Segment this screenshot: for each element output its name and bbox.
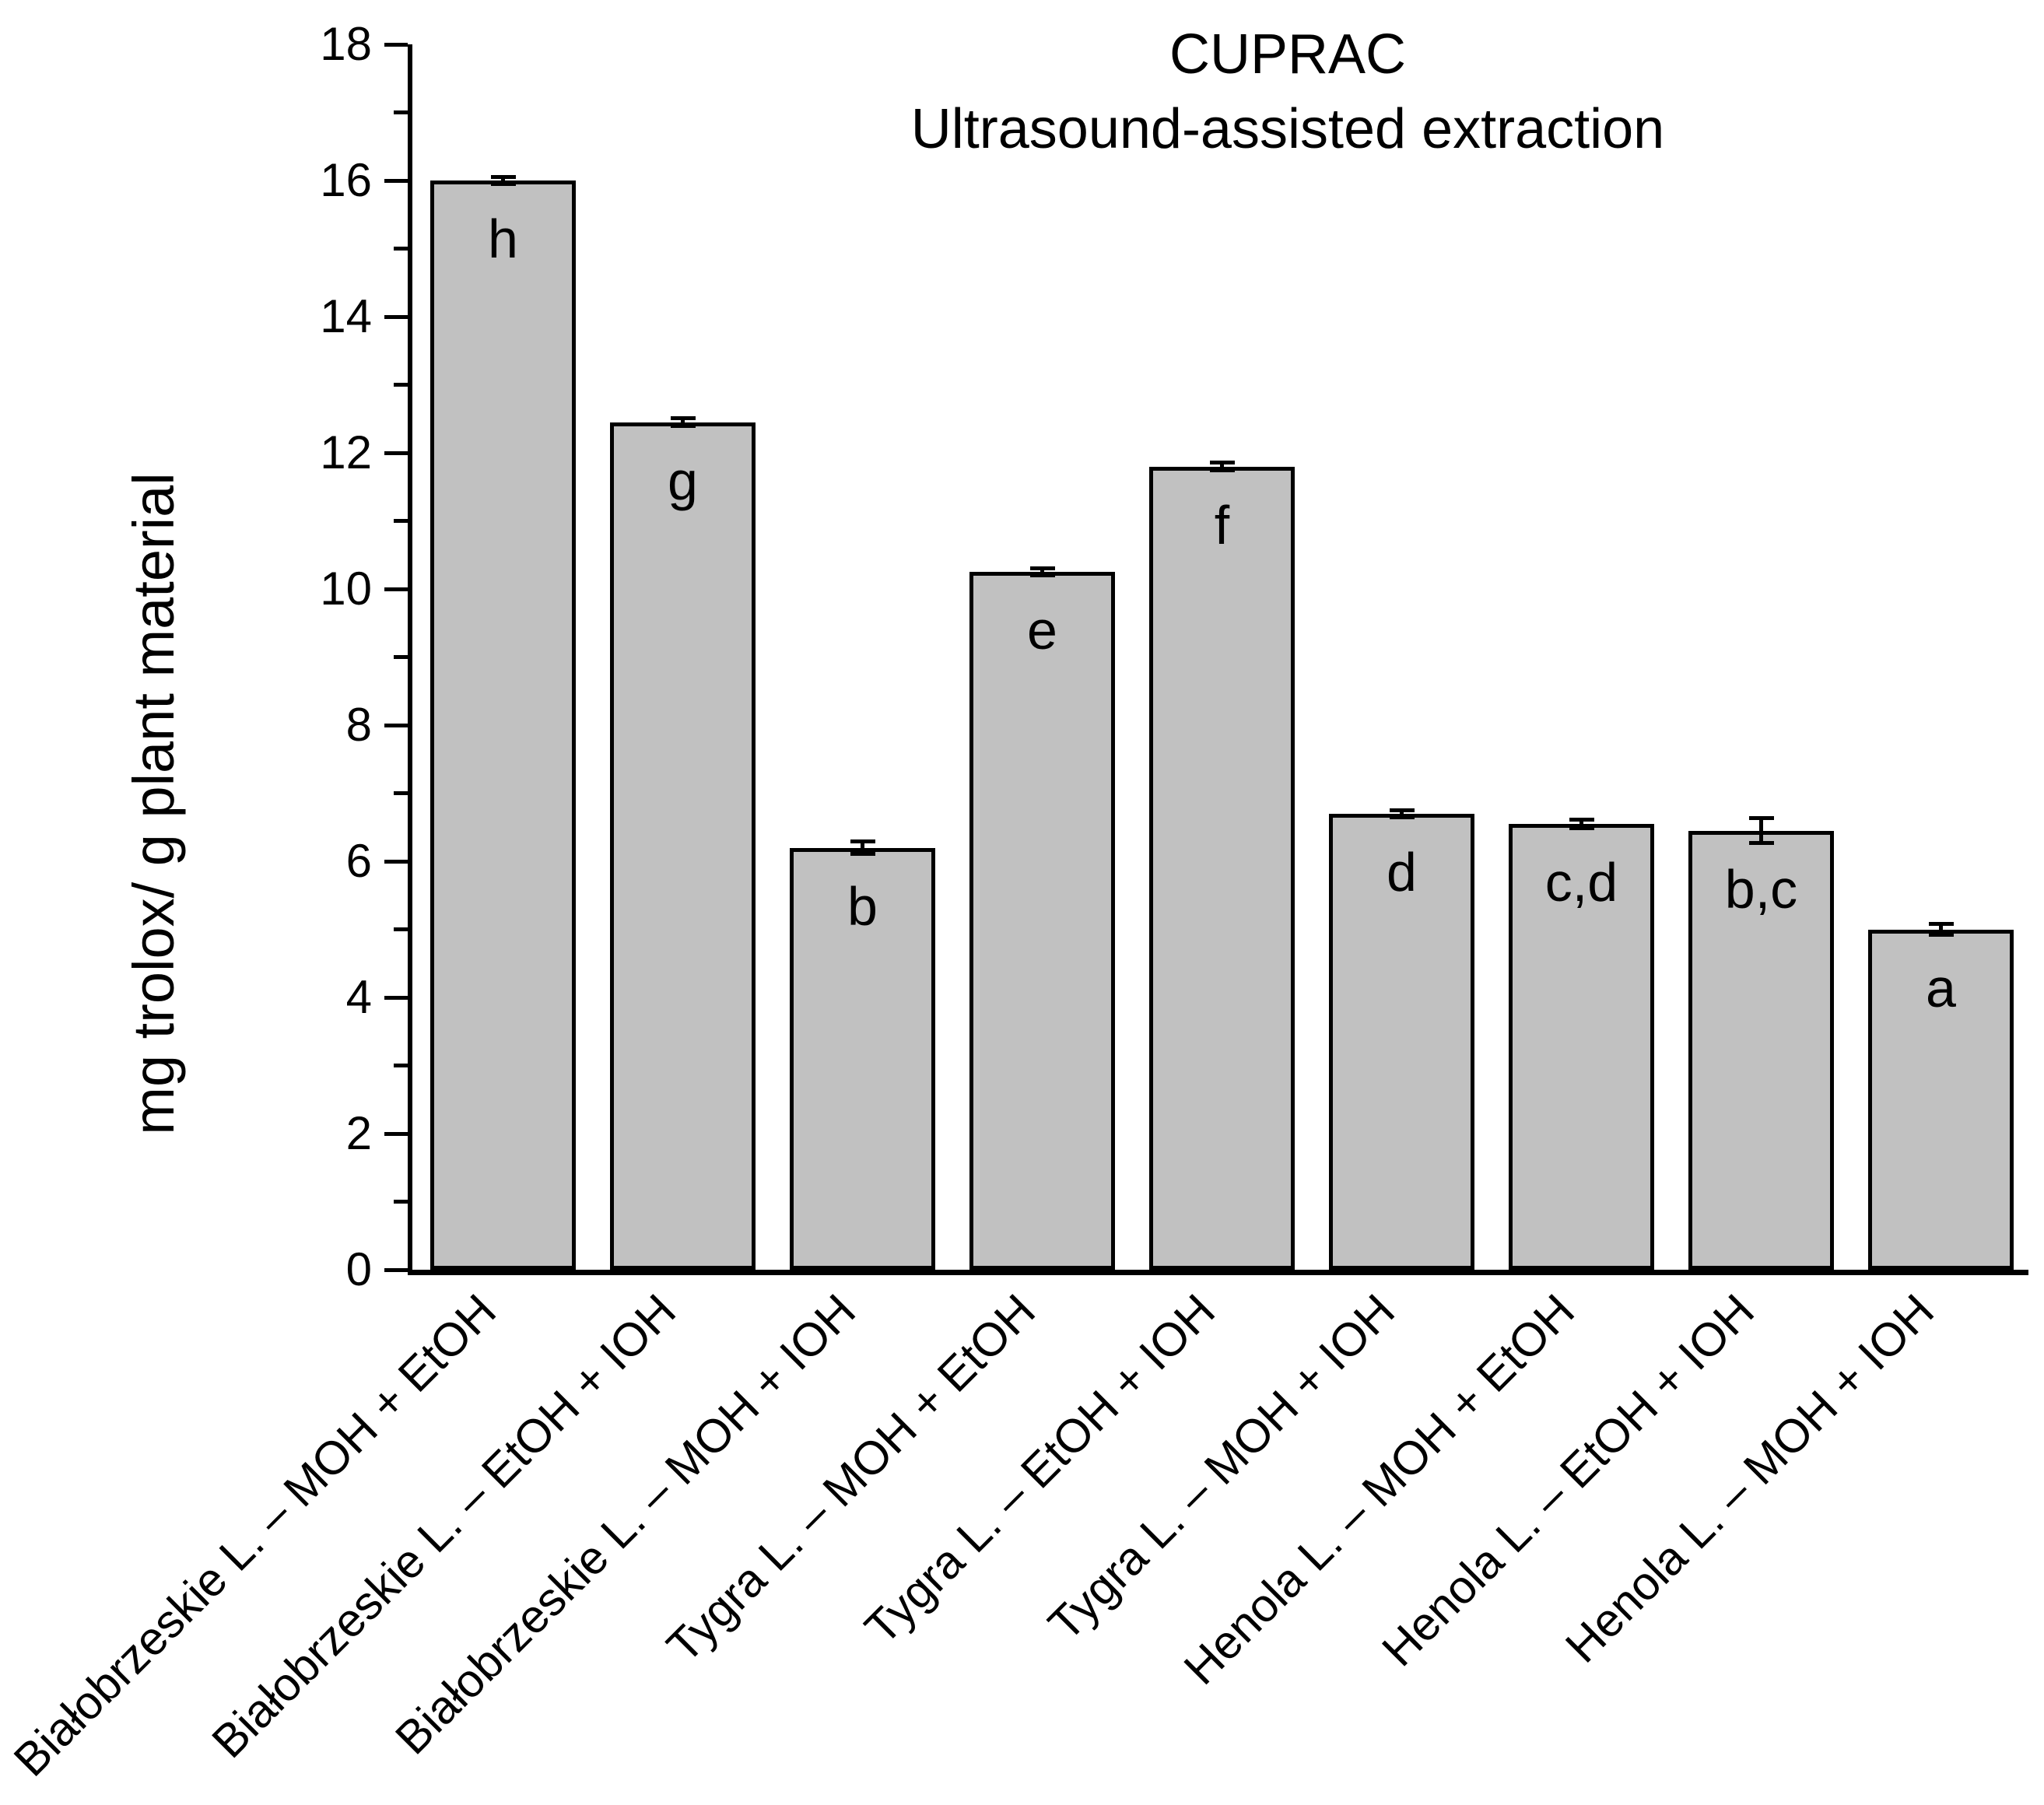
significance-letter: e	[1027, 600, 1057, 661]
y-tick-label: 12	[320, 426, 372, 478]
y-tick-minor	[394, 247, 408, 251]
significance-letter: a	[1926, 957, 1956, 1018]
error-bar-cap-top	[670, 415, 696, 420]
bar	[1509, 823, 1654, 1270]
error-bar-cap-bottom	[1928, 933, 1954, 937]
error-bar-stem	[681, 418, 685, 426]
y-tick-major	[384, 42, 408, 47]
y-tick-major	[384, 859, 408, 864]
significance-letter: g	[668, 450, 698, 511]
y-tick-label: 8	[345, 699, 372, 751]
y-tick-minor	[394, 1200, 408, 1204]
y-tick-label: 2	[345, 1107, 372, 1159]
y-tick-major	[384, 1267, 408, 1272]
y-tick-label: 10	[320, 563, 372, 615]
y-axis-line	[408, 44, 412, 1275]
error-bar-stem	[1220, 462, 1224, 471]
error-bar-cap-top	[850, 839, 875, 844]
chart-title: CUPRAC Ultrasound-assisted extraction	[510, 17, 2044, 166]
error-bar-cap-bottom	[850, 851, 875, 856]
y-tick-minor	[394, 110, 408, 114]
error-bar-cap-bottom	[1569, 825, 1594, 830]
y-tick-label: 6	[345, 835, 372, 887]
chart-title-line-2: Ultrasound-assisted extraction	[910, 98, 1665, 160]
error-bar-cap-bottom	[490, 181, 516, 186]
chart-title-line-1: CUPRAC	[1169, 23, 1407, 86]
bar	[1149, 466, 1295, 1270]
error-bar-cap-bottom	[1748, 840, 1774, 845]
error-bar-cap-bottom	[1029, 573, 1055, 577]
error-bar-stem	[1939, 924, 1943, 935]
y-tick-major	[384, 723, 408, 727]
y-tick-minor	[394, 383, 408, 387]
significance-letter: c,d	[1544, 851, 1618, 913]
significance-letter: h	[488, 209, 518, 269]
error-bar-stem	[1579, 819, 1583, 829]
error-bar-cap-top	[1209, 460, 1235, 464]
bar	[1329, 813, 1474, 1270]
error-bar-stem	[861, 841, 864, 854]
error-bar-cap-bottom	[1389, 815, 1415, 819]
bar	[430, 180, 576, 1270]
bar	[1868, 929, 2014, 1270]
error-bar-stem	[1040, 568, 1044, 576]
y-tick-label: 0	[345, 1243, 372, 1295]
y-tick-minor	[394, 1064, 408, 1067]
error-bar-cap-top	[1029, 566, 1055, 571]
bar	[610, 422, 756, 1270]
y-tick-minor	[394, 519, 408, 523]
y-tick-minor	[394, 791, 408, 795]
y-tick-label: 16	[320, 154, 372, 206]
error-bar-cap-top	[1569, 818, 1594, 822]
y-tick-major	[384, 314, 408, 319]
y-tick-minor	[394, 927, 408, 931]
y-tick-major	[384, 178, 408, 183]
error-bar-cap-bottom	[1209, 468, 1235, 473]
significance-letter: f	[1214, 494, 1230, 556]
error-bar-cap-top	[1389, 808, 1415, 812]
error-bar-stem	[501, 177, 505, 184]
error-bar-cap-top	[1928, 922, 1954, 926]
y-tick-minor	[394, 655, 408, 659]
y-tick-major	[384, 1131, 408, 1136]
bar	[1688, 830, 1834, 1270]
y-tick-major	[384, 995, 408, 1000]
error-bar-cap-top	[490, 175, 516, 180]
significance-letter: b	[847, 875, 878, 937]
y-tick-major	[384, 450, 408, 455]
x-axis-line	[408, 1270, 2028, 1275]
error-bar-stem	[1400, 810, 1404, 818]
error-bar-cap-bottom	[670, 424, 696, 429]
significance-letter: d	[1387, 841, 1417, 902]
error-bar-stem	[1759, 818, 1763, 843]
error-bar-cap-top	[1748, 816, 1774, 821]
y-tick-major	[384, 587, 408, 591]
bar	[969, 572, 1115, 1270]
y-tick-label: 18	[320, 18, 372, 70]
y-tick-label: 14	[320, 290, 372, 342]
y-axis-title: mg trolox/ g plant material	[121, 472, 186, 1135]
y-tick-label: 4	[345, 971, 372, 1023]
significance-letter: b,c	[1724, 858, 1798, 920]
